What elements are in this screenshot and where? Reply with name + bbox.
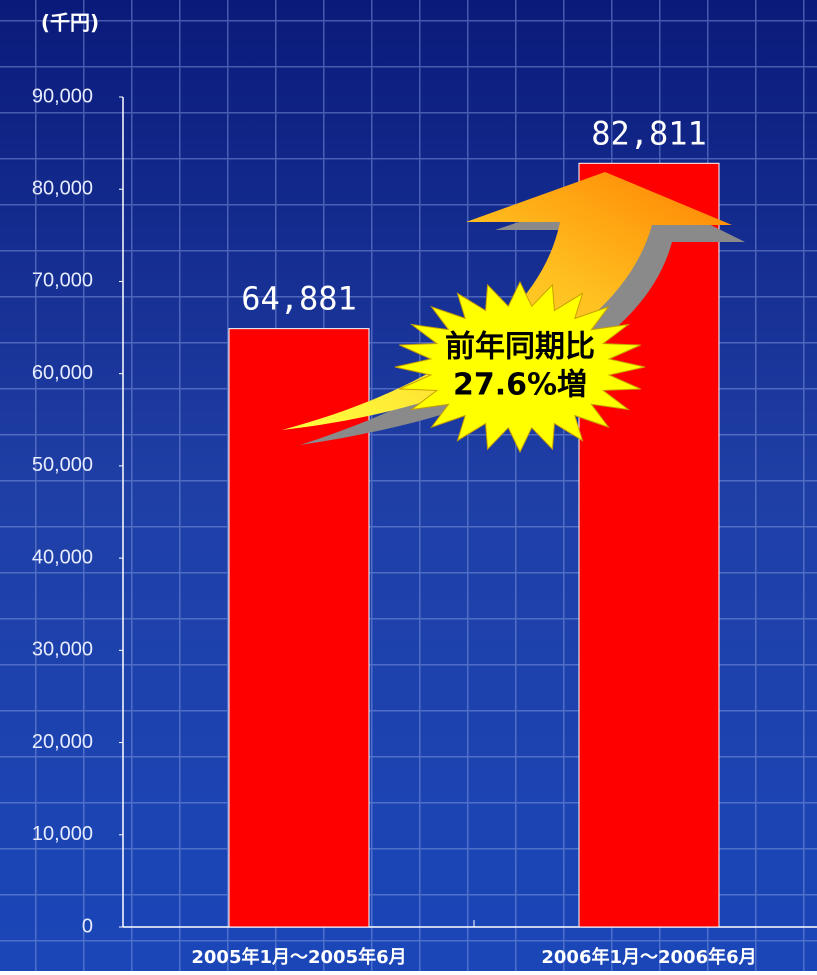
y-tick-label: 90,000 <box>32 85 93 107</box>
y-unit-label: (千円) <box>41 11 99 35</box>
y-tick-label: 30,000 <box>32 639 93 661</box>
value-label: 64,881 <box>241 280 357 318</box>
x-tick-label: 2005年1月～2005年6月 <box>191 946 406 968</box>
y-tick-label: 20,000 <box>32 731 93 753</box>
y-tick-label: 40,000 <box>32 546 93 568</box>
y-tick-label: 10,000 <box>32 823 93 845</box>
starburst <box>394 280 646 454</box>
bar <box>228 328 370 928</box>
y-tick-label: 0 <box>82 915 93 937</box>
y-tick-label: 50,000 <box>32 454 93 476</box>
x-tick-label: 2006年1月～2006年6月 <box>541 946 756 968</box>
y-tick-label: 70,000 <box>32 270 93 292</box>
arrow <box>282 172 732 430</box>
annotation: 前年同期比 <box>445 330 595 365</box>
y-tick-label: 60,000 <box>32 362 93 384</box>
y-tick-label: 80,000 <box>32 178 93 200</box>
annotation: 27.6%増 <box>453 368 587 403</box>
value-label: 82,811 <box>591 114 707 152</box>
